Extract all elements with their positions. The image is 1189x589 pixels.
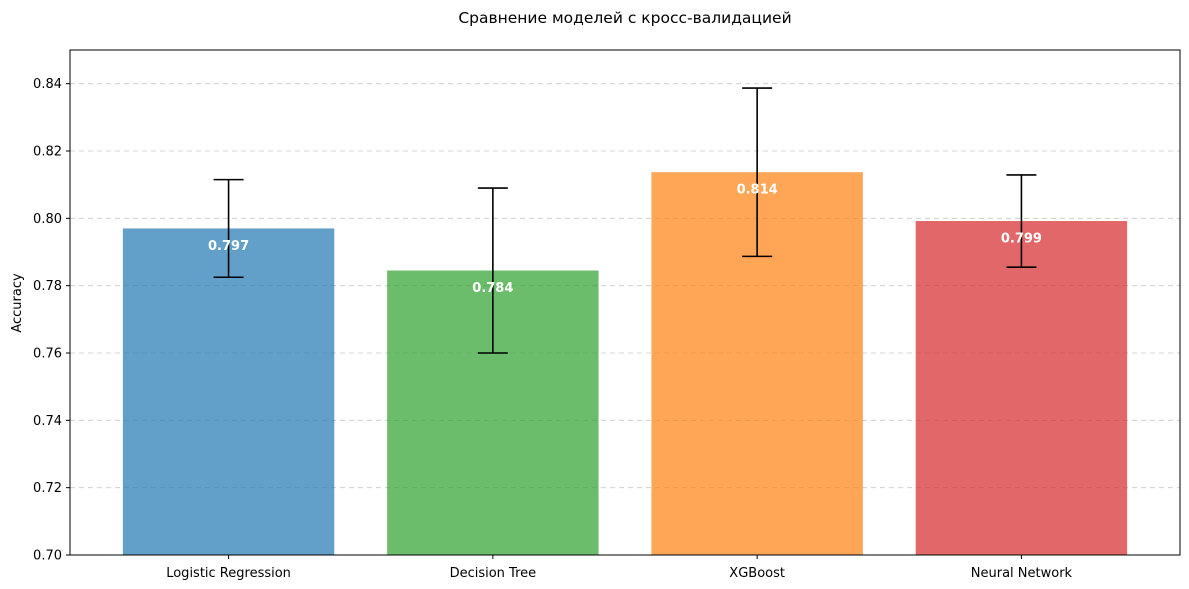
x-tick-label: Neural Network: [971, 566, 1073, 581]
y-tick-label: 0.82: [33, 145, 62, 160]
y-tick-label: 0.80: [33, 212, 62, 227]
error-bar: [477, 187, 508, 354]
y-axis-label: Accuracy: [10, 273, 25, 333]
error-bars: [213, 87, 1037, 354]
x-tick-label: XGBoost: [729, 566, 785, 581]
bar-value-label: 0.814: [737, 183, 778, 198]
bar-value-label: 0.799: [1001, 231, 1042, 246]
x-tick-label: Logistic Regression: [166, 566, 291, 581]
bar-value-label: 0.784: [472, 281, 513, 296]
y-tick-label: 0.72: [33, 481, 62, 496]
plot-frame: [69, 49, 1181, 556]
y-tick-label: 0.74: [33, 414, 62, 429]
bar: [122, 228, 335, 555]
error-bar: [742, 87, 773, 258]
y-tick-label: 0.70: [33, 549, 62, 564]
x-ticks: Logistic Regression Decision Tree XGBoost N…: [166, 555, 1073, 581]
chart-title: Сравнение моделей с кросс-валидацией: [458, 9, 791, 27]
bar-value-label: 0.797: [208, 239, 249, 254]
y-tick-label: 0.78: [33, 279, 62, 294]
y-tick-label: 0.84: [33, 77, 62, 92]
error-bar: [1006, 174, 1037, 268]
x-tick-label: Decision Tree: [450, 566, 537, 581]
y-tick-label: 0.76: [33, 347, 62, 362]
error-bar: [213, 178, 244, 279]
y-ticks: 0.70 0.72 0.74 0.76 0.78 0.80 0.82 0.84: [33, 77, 70, 564]
bar: [915, 221, 1128, 555]
value-labels: 0.797 0.784 0.814 0.799: [208, 183, 1042, 296]
